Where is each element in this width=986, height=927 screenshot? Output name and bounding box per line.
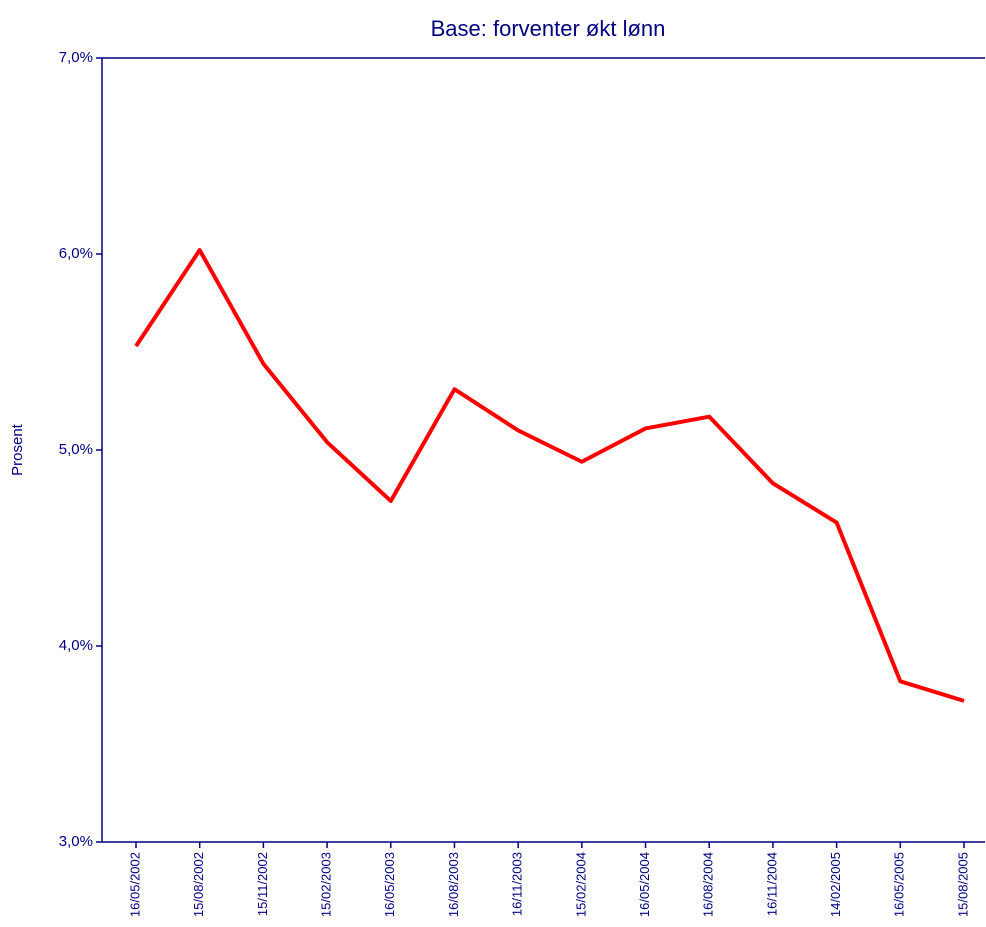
x-tick-label: 16/08/2003 bbox=[446, 852, 461, 917]
y-tick-label: 3,0% bbox=[59, 833, 93, 850]
y-tick-label: 7,0% bbox=[59, 49, 93, 66]
x-tick-label: 16/05/2002 bbox=[127, 852, 142, 917]
x-tick-label: 15/08/2005 bbox=[955, 852, 970, 917]
y-tick-label: 4,0% bbox=[59, 637, 93, 654]
x-tick-label: 16/05/2003 bbox=[382, 852, 397, 917]
x-tick-label: 16/05/2004 bbox=[637, 852, 652, 917]
x-tick-label: 15/02/2004 bbox=[573, 852, 588, 917]
x-tick-label: 15/02/2003 bbox=[319, 852, 334, 917]
x-tick-label: 14/02/2005 bbox=[828, 852, 843, 917]
x-tick-label: 16/11/2004 bbox=[764, 852, 779, 916]
x-tick-label: 15/11/2002 bbox=[255, 852, 270, 916]
y-tick-label: 5,0% bbox=[59, 441, 93, 458]
x-tick-label: 16/05/2005 bbox=[892, 852, 907, 917]
x-tick-label: 16/08/2004 bbox=[701, 852, 716, 917]
x-tick-label: 16/11/2003 bbox=[510, 852, 525, 916]
chart-title: Base: forventer økt lønn bbox=[431, 16, 666, 41]
x-tick-label: 15/08/2002 bbox=[191, 852, 206, 917]
series-line bbox=[134, 248, 965, 703]
y-tick-label: 6,0% bbox=[59, 245, 93, 262]
y-axis-label: Prosent bbox=[9, 423, 26, 476]
